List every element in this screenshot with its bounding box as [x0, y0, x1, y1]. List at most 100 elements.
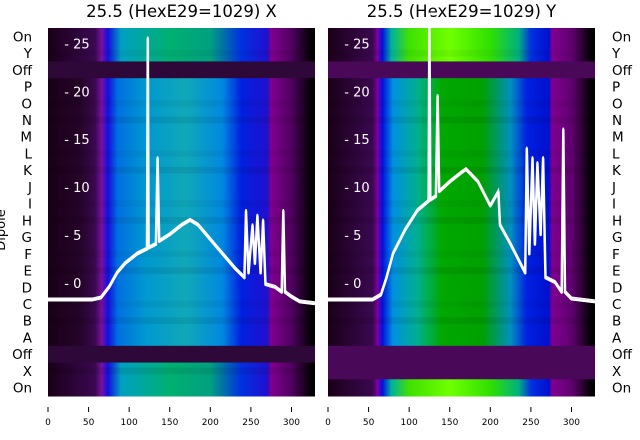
y-tick-label: - 5: [344, 229, 361, 244]
row-label-right: E: [612, 264, 621, 280]
heatmap-row: [48, 145, 315, 163]
row-label-right: B: [612, 314, 621, 330]
y-tick-label: - 20: [64, 85, 89, 100]
x-tick-label: 100: [121, 418, 138, 428]
row-label-right: Y: [611, 46, 621, 62]
heatmap-row: [328, 295, 595, 313]
heatmap-row: [328, 278, 595, 297]
row-label-left: J: [27, 180, 32, 196]
heatmap-row-shade: [48, 267, 315, 274]
x-tick-label: 300: [283, 418, 300, 428]
row-label-right: X: [612, 364, 621, 380]
row-label-left: L: [24, 146, 32, 162]
row-label-right: F: [612, 247, 620, 263]
heatmap-row-shade: [328, 99, 595, 107]
heatmap-row-shade: [328, 200, 595, 207]
row-label-right: A: [612, 330, 622, 346]
y-tick-label: - 25: [64, 37, 89, 52]
row-label-right: Off: [612, 347, 633, 363]
x-tick-label: 50: [83, 418, 95, 428]
heatmap-row-shade: [48, 116, 315, 124]
heatmap-row: [48, 44, 315, 62]
heatmap-row: [48, 195, 315, 213]
row-label-left: B: [23, 314, 32, 330]
row-label-left: C: [23, 297, 32, 313]
heatmap-row-shade: [328, 150, 595, 157]
x-tick-label: 0: [45, 418, 51, 428]
heatmap-row: [328, 312, 595, 330]
heatmap-row-shade: [48, 200, 315, 207]
row-label-left: Off: [12, 63, 33, 79]
heatmap-row-shade: [48, 250, 315, 258]
row-label-right: Off: [612, 63, 633, 79]
heatmap-row: [328, 128, 595, 146]
row-label-left: H: [22, 213, 32, 229]
row-label-right: K: [612, 163, 622, 179]
row-label-right: G: [612, 230, 622, 246]
heatmap-row: [48, 362, 315, 380]
heatmap-row-shade: [48, 166, 315, 174]
heatmap-row: [48, 345, 315, 364]
row-label-left: X: [23, 364, 32, 380]
heatmap-row: [328, 94, 595, 113]
y-tick-label: - 0: [64, 277, 81, 292]
panel-0: 25.5 (HexE29=1029) X - 0 - 5 - 10 - 15 - 20 - …: [45, 2, 316, 428]
heatmap-row-shade: [48, 367, 315, 375]
heatmap-row: [48, 161, 315, 180]
heatmap-row: [48, 178, 315, 196]
x-tick-label: 300: [563, 418, 580, 428]
heatmap-row: [48, 379, 315, 397]
heatmap-row: [328, 44, 595, 62]
heatmap-row: [48, 278, 315, 297]
heatmap-row: [328, 345, 595, 364]
panel-title: 25.5 (HexE29=1029) Y: [367, 2, 557, 21]
heatmap-row-shade: [328, 217, 595, 224]
heatmap-row: [328, 78, 595, 96]
row-label-left: F: [24, 247, 32, 263]
profile-line-overlay: [328, 12, 596, 301]
x-tick-label: 50: [363, 418, 375, 428]
row-label-left: K: [23, 163, 33, 179]
row-label-left: P: [24, 80, 32, 96]
row-label-left: O: [21, 96, 32, 112]
heatmap-row-shade: [48, 217, 315, 224]
row-label-left: Y: [23, 46, 33, 62]
row-label-right: M: [612, 130, 624, 146]
heatmap-row: [328, 61, 595, 79]
row-label-left: Off: [12, 347, 33, 363]
heatmap-row: [48, 312, 315, 330]
heatmap-row: [48, 28, 315, 46]
heatmap-row-shade: [48, 99, 315, 107]
heatmap-row: [48, 212, 315, 230]
heatmap-row-shade: [328, 267, 595, 274]
y-tick-label: - 0: [344, 277, 361, 292]
row-label-right: On: [612, 29, 631, 45]
heatmap-row: [48, 94, 315, 113]
row-label-left: D: [22, 280, 32, 296]
row-label-right: C: [612, 297, 621, 313]
x-tick-label: 250: [242, 418, 259, 428]
row-label-right: I: [612, 197, 616, 213]
y-tick-label: - 25: [344, 37, 369, 52]
row-label-left: M: [20, 130, 32, 146]
heatmap-row: [328, 28, 595, 46]
y-tick-label: - 15: [344, 133, 369, 148]
row-label-right: N: [612, 113, 622, 129]
row-label-left: G: [22, 230, 32, 246]
x-tick-label: 100: [401, 418, 418, 428]
heatmap-row: [48, 111, 315, 129]
x-tick-label: 150: [441, 418, 458, 428]
heatmap-row: [328, 111, 595, 129]
panel-1: 25.5 (HexE29=1029) Y - 0 - 5 - 10 - 15 - 20 - …: [325, 2, 596, 428]
heatmap-row-shade: [328, 250, 595, 258]
y-tick-label: - 20: [344, 85, 369, 100]
x-tick-label: 200: [202, 418, 219, 428]
heatmap-row-shade: [48, 49, 315, 57]
y-tick-label: - 10: [344, 181, 369, 196]
row-label-right: P: [612, 80, 620, 96]
heatmap-row: [48, 295, 315, 313]
heatmap-row-shade: [328, 300, 595, 308]
heatmap-row: [48, 78, 315, 96]
heatmap-row: [328, 362, 595, 380]
y-axis-label: Dipole: [0, 209, 9, 250]
